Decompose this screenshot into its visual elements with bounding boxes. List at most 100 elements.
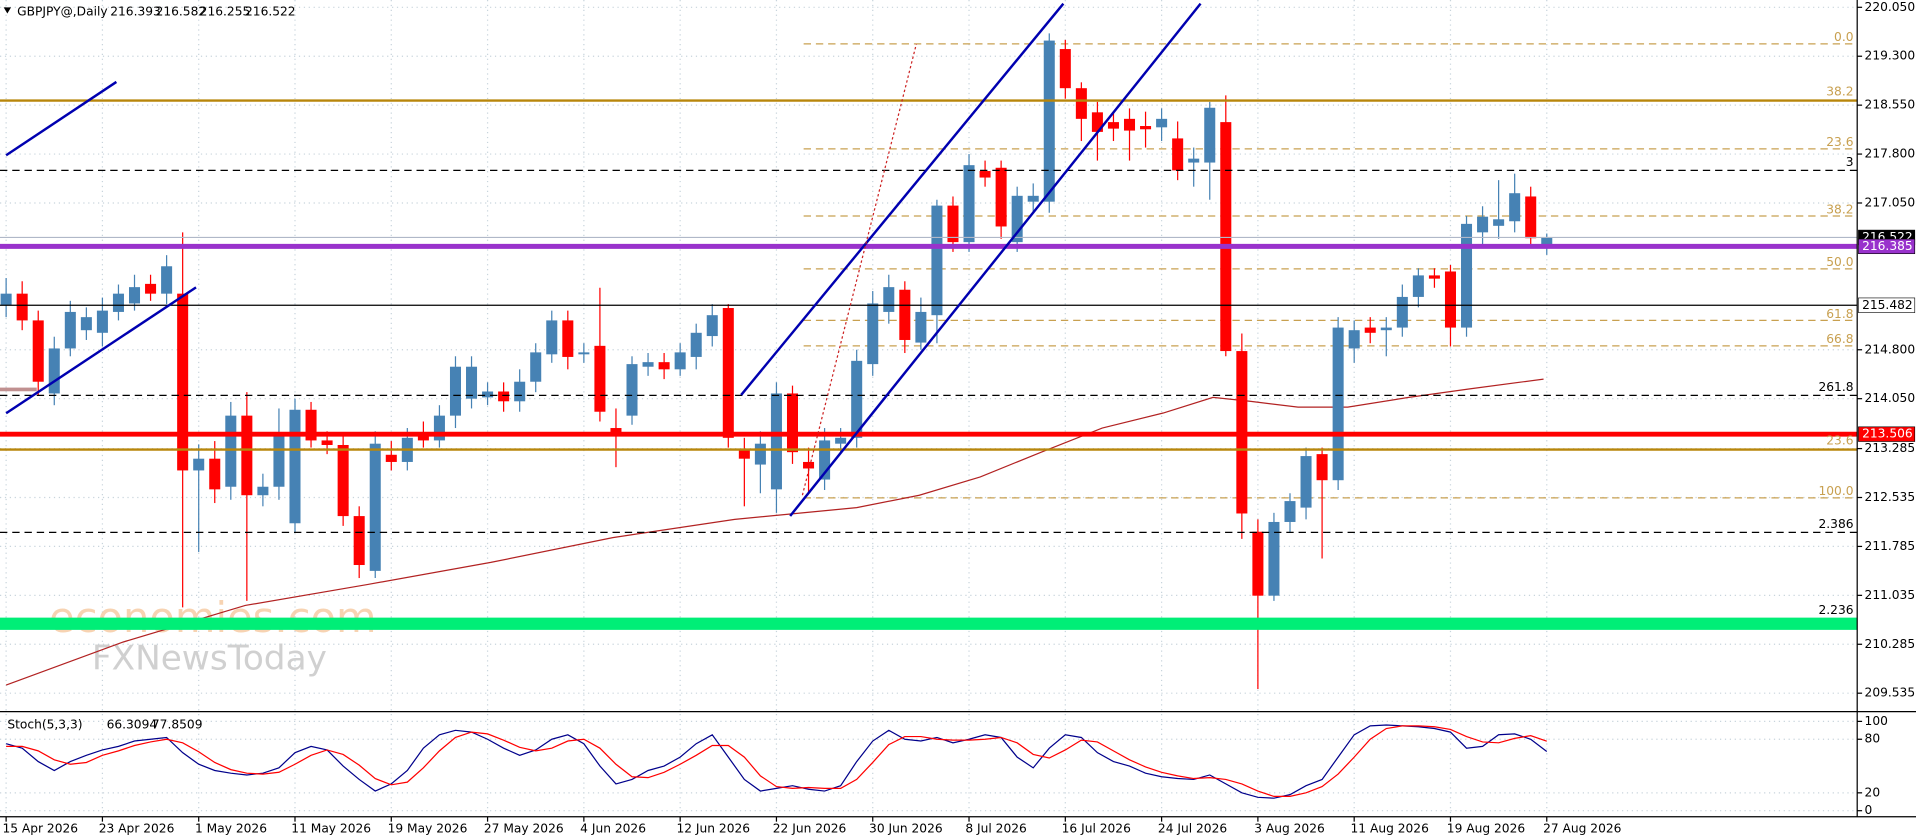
price-box bbox=[1858, 238, 1916, 255]
y-tick-label: 100 bbox=[1865, 714, 1888, 728]
candle-body bbox=[995, 167, 1007, 227]
candle-body bbox=[225, 415, 237, 487]
stochastic-line bbox=[5, 724, 1548, 799]
candle-body bbox=[786, 393, 799, 453]
candle-body bbox=[1156, 118, 1168, 128]
candle-body bbox=[209, 458, 221, 490]
candle-body bbox=[594, 345, 606, 412]
fib-label: 23.6 bbox=[1826, 135, 1853, 149]
x-tick-label: 8 Jul 2026 bbox=[965, 822, 1026, 836]
candle-body bbox=[16, 293, 28, 321]
candle-body bbox=[1011, 195, 1023, 243]
candle-body bbox=[112, 293, 124, 312]
candle-body bbox=[706, 315, 718, 337]
y-tick-label: 0 bbox=[1865, 803, 1873, 817]
symbol-title: GBPJPY@,Daily bbox=[17, 5, 107, 19]
candle-body bbox=[851, 360, 863, 438]
candle-body bbox=[1348, 330, 1360, 349]
candle-body bbox=[1204, 107, 1216, 163]
candle-body bbox=[562, 320, 574, 357]
candle-body bbox=[161, 266, 173, 294]
fib-label: 38.2 bbox=[1826, 202, 1853, 216]
x-tick-label: 30 Jun 2026 bbox=[869, 822, 943, 836]
candle-body bbox=[289, 409, 301, 524]
price-box-label: 216.385 bbox=[1862, 239, 1913, 253]
menu-icon[interactable] bbox=[3, 7, 12, 14]
candle-body bbox=[1284, 501, 1296, 522]
candle-body bbox=[1075, 88, 1087, 119]
candle-body bbox=[1172, 138, 1184, 171]
level-label: 38.2 bbox=[1826, 85, 1853, 99]
x-tick-label: 15 Apr 2026 bbox=[2, 822, 78, 836]
x-tick-label: 12 Jun 2026 bbox=[676, 822, 750, 836]
y-tick-label: 212.535 bbox=[1865, 490, 1916, 504]
y-tick-label: 211.785 bbox=[1865, 539, 1916, 553]
candle-body bbox=[369, 443, 381, 571]
candle-body bbox=[514, 381, 526, 402]
y-tick-label: 20 bbox=[1865, 785, 1881, 799]
candle-body bbox=[722, 308, 734, 438]
x-tick-label: 19 Aug 2026 bbox=[1447, 822, 1525, 836]
candle-body bbox=[1332, 327, 1344, 481]
candle-body bbox=[1428, 275, 1440, 279]
x-tick-label: 11 Aug 2026 bbox=[1351, 822, 1429, 836]
price-box-label: 215.482 bbox=[1862, 298, 1913, 312]
x-tick-label: 23 Apr 2026 bbox=[99, 822, 175, 836]
candle-body bbox=[1364, 327, 1376, 333]
candle-body bbox=[1140, 126, 1152, 130]
x-tick-label: 1 May 2026 bbox=[195, 822, 267, 836]
x-tick-label: 16 Jul 2026 bbox=[1062, 822, 1131, 836]
candle-body bbox=[449, 366, 461, 416]
stochastic-line bbox=[6, 725, 1547, 798]
candle-body bbox=[273, 433, 285, 487]
x-tick-label: 27 May 2026 bbox=[484, 822, 564, 836]
dotted-line bbox=[801, 43, 917, 496]
y-tick-label: 209.535 bbox=[1865, 686, 1916, 700]
level-label: 2.236 bbox=[1819, 603, 1854, 617]
candle-body bbox=[1027, 195, 1039, 202]
candle-body bbox=[1444, 271, 1456, 328]
candle-body bbox=[674, 352, 686, 370]
candle-body bbox=[819, 440, 831, 480]
candle-body bbox=[947, 205, 959, 243]
candle-body bbox=[1493, 219, 1505, 226]
candle-body bbox=[1300, 456, 1312, 508]
candle-body bbox=[690, 332, 702, 357]
candle-body bbox=[610, 428, 622, 434]
ohlc-value: 216.393 bbox=[110, 5, 161, 19]
candle-body bbox=[530, 352, 542, 382]
candle-body bbox=[899, 289, 911, 340]
candle-body bbox=[305, 409, 317, 441]
candle-body bbox=[770, 393, 782, 490]
price-box bbox=[1858, 297, 1916, 313]
y-tick-label: 211.035 bbox=[1865, 588, 1916, 602]
level-label: 2.386 bbox=[1819, 517, 1854, 531]
candle-body bbox=[835, 437, 847, 444]
candle-body bbox=[241, 415, 253, 496]
indicator-value: 66.3094 bbox=[107, 718, 158, 732]
y-tick-label: 214.800 bbox=[1865, 342, 1916, 356]
candle-body bbox=[754, 443, 766, 465]
ohlc-value: 216.582 bbox=[156, 5, 207, 19]
candle-body bbox=[803, 461, 815, 469]
candle-body bbox=[385, 454, 397, 462]
candle-body bbox=[1268, 521, 1280, 596]
marks-layer: economies.com FXNewsToday bbox=[0, 33, 1858, 799]
channel-line bbox=[789, 2, 1202, 517]
y-tick-label: 220.050 bbox=[1865, 0, 1916, 14]
y-tick-label: 213.285 bbox=[1865, 441, 1916, 455]
candle-body bbox=[738, 450, 750, 459]
candle-body bbox=[1252, 531, 1264, 596]
fib-label: 61.8 bbox=[1826, 307, 1853, 321]
fib-label: 66.8 bbox=[1826, 332, 1853, 346]
candle-body bbox=[145, 283, 157, 294]
candle-body bbox=[0, 293, 12, 306]
y-tick-label: 218.550 bbox=[1865, 98, 1916, 112]
candle-body bbox=[915, 311, 927, 343]
candle-body bbox=[1220, 122, 1232, 352]
fib-label: 50.0 bbox=[1826, 255, 1853, 269]
candle-body bbox=[96, 310, 108, 333]
x-tick-label: 22 Jun 2026 bbox=[773, 822, 847, 836]
x-tick-label: 3 Aug 2026 bbox=[1254, 822, 1325, 836]
